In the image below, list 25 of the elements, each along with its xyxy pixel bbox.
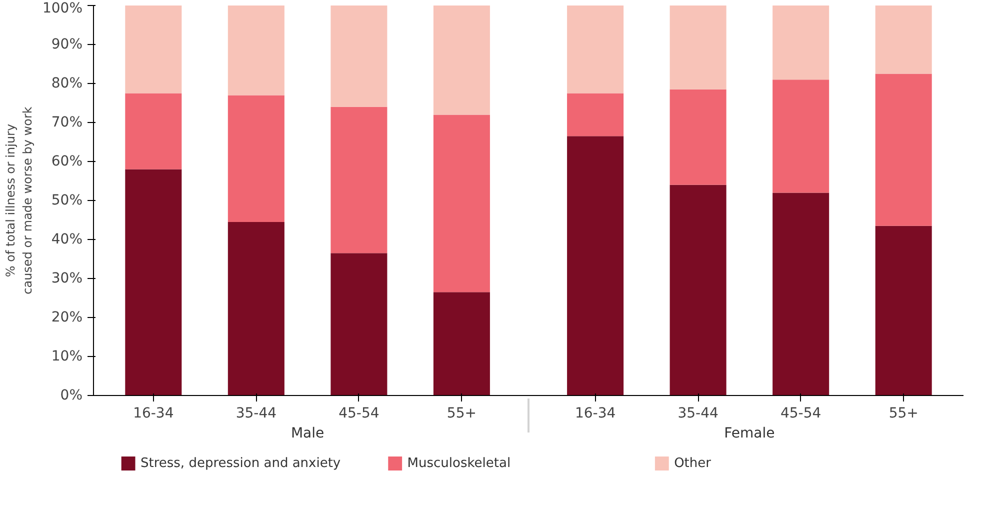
y-tick-label: 20%: [51, 310, 83, 326]
y-tick-label: 0%: [60, 388, 83, 404]
legend-label: Other: [674, 456, 712, 471]
x-tick-label: 55+: [446, 406, 476, 422]
text: Male: [290, 426, 324, 442]
y-tick-label: 70%: [51, 114, 83, 130]
y-tick-label: 50%: [51, 192, 83, 208]
legend-label: Stress, depression and anxiety: [140, 456, 341, 471]
y-tick-label: 40%: [51, 232, 83, 248]
y-tick-label: 100%: [42, 0, 83, 16]
y-tick-label: 30%: [51, 270, 83, 286]
x-tick-label: 16-34: [574, 406, 616, 422]
x-tick-label: 45-54: [780, 406, 822, 422]
y-tick-label: 90%: [51, 36, 83, 52]
x-tick-label: 16-34: [133, 406, 174, 422]
text: Female: [724, 426, 775, 442]
y-tick-label: 80%: [51, 76, 83, 92]
x-tick-label: 45-54: [338, 406, 380, 422]
x-tick-label: 35-44: [678, 406, 718, 422]
x-tick-label: 35-44: [236, 406, 277, 422]
y-tick-label: 10%: [51, 348, 83, 364]
x-tick-label: 55+: [888, 406, 918, 422]
legend-label: Musculoskeletal: [407, 456, 511, 471]
y-tick-label: 60%: [51, 154, 83, 170]
y-axis-title: % of total illness or injury caused or made worse by work: [4, 106, 34, 294]
